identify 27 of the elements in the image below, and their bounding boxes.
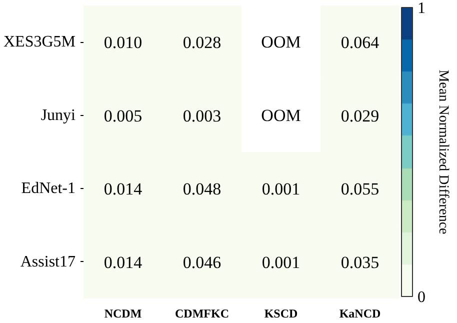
x-tick-label: KSCD [264,306,298,320]
data-label: 0.010 [104,33,142,52]
color-bar-title: Mean Normalized Difference [436,70,450,234]
text: OOM [261,32,301,52]
data-label: 0.003 [182,106,222,126]
data-label: 0.014 [104,252,143,272]
x-tick-label: KaNCD [339,306,381,320]
y-tick-label: EdNet-1 [21,180,76,198]
data-label: 0.005 [104,106,142,126]
data-label: 0.028 [182,33,222,52]
data-label: 0.029 [340,106,380,126]
data-label: 0.055 [340,180,380,199]
y-tick-label: Assist17 [20,253,76,270]
data-label: 0.035 [340,252,380,272]
data-label: 0.001 [262,252,300,272]
data-label: 0.046 [182,252,222,272]
color-bar-label: 0 [418,289,426,306]
data-label: 0.001 [262,180,300,199]
y-tick-label: Junyi [40,106,76,124]
data-label: 0.064 [340,33,380,52]
data-label: 0.014 [104,180,143,199]
data-label: 0.048 [182,180,222,199]
y-tick-label: XES3G5M [3,34,76,51]
color-bar-label: 1 [418,0,426,17]
x-tick-label: NCDM [104,306,142,320]
text: OOM [261,106,301,125]
x-tick-label: CDMFKC [175,306,230,320]
